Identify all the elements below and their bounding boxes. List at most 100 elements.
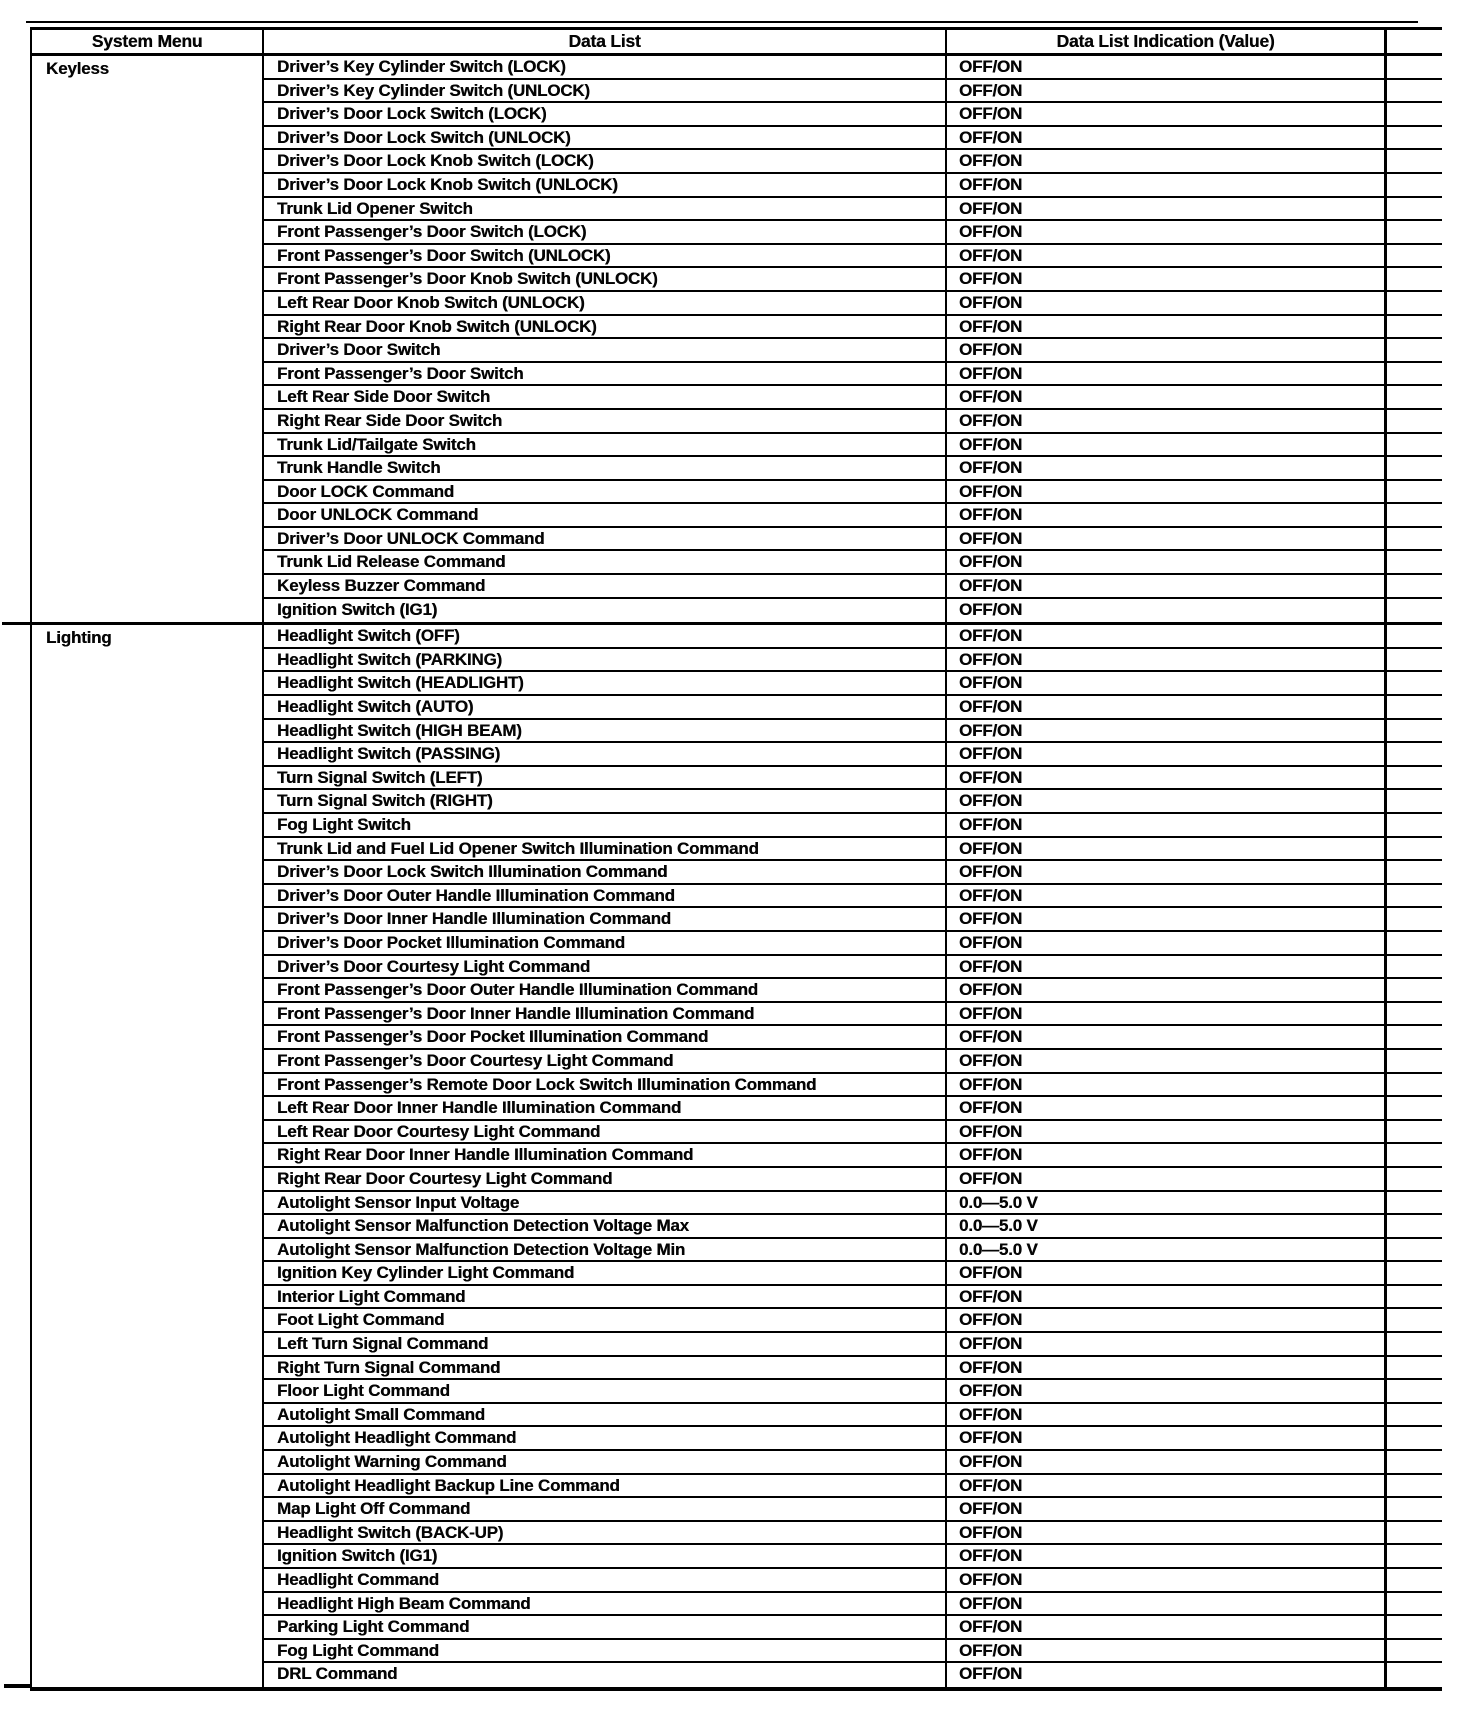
indication-value-cell: OFF/ON: [947, 1262, 1387, 1284]
indication-value-cell: OFF/ON: [947, 126, 1387, 149]
table-row: Driver’s Door Lock Switch Illumination C…: [264, 861, 1442, 885]
row-bleed: [1387, 885, 1442, 907]
row-bleed: [1387, 1262, 1442, 1284]
data-list-cell: Front Passenger’s Door Knob Switch (UNLO…: [264, 268, 947, 290]
row-bleed: [1387, 481, 1442, 503]
row-bleed: [1387, 339, 1442, 361]
indication-value-cell: OFF/ON: [947, 1545, 1387, 1567]
row-bleed: [1387, 1074, 1442, 1096]
data-list-cell: Turn Signal Switch (RIGHT): [264, 790, 947, 812]
indication-value-cell: OFF/ON: [947, 1498, 1387, 1520]
row-bleed: [1387, 1026, 1442, 1048]
data-list-cell: Headlight Switch (PARKING): [264, 648, 947, 671]
indication-value-cell: OFF/ON: [947, 1120, 1387, 1143]
indication-value-cell: OFF/ON: [947, 103, 1387, 125]
data-list-cell: Autolight Warning Command: [264, 1451, 947, 1473]
data-list-cell: Right Rear Door Inner Handle Illuminatio…: [264, 1144, 947, 1166]
row-bleed: [1387, 1050, 1442, 1072]
indication-value-cell: OFF/ON: [947, 837, 1387, 860]
table-row: Fog Light Command OFF/ON: [264, 1639, 1442, 1664]
data-list-cell: DRL Command: [264, 1663, 947, 1687]
table-row: Map Light Off Command OFF/ON: [264, 1498, 1442, 1522]
row-bleed: [1387, 625, 1442, 647]
table-row: Parking Light Command OFF/ON: [264, 1616, 1442, 1640]
data-list-cell: Front Passenger’s Door Switch (LOCK): [264, 221, 947, 243]
indication-value-cell: OFF/ON: [947, 504, 1387, 526]
indication-value-cell: OFF/ON: [947, 648, 1387, 671]
data-list-cell: Interior Light Command: [264, 1285, 947, 1308]
row-bleed: [1387, 1569, 1442, 1591]
scan-artifact-line: [4, 1684, 31, 1688]
row-bleed: [1387, 56, 1442, 78]
indication-value-cell: OFF/ON: [947, 1356, 1387, 1379]
row-bleed: [1387, 861, 1442, 883]
table-section: Lighting Headlight Switch (OFF) OFF/ON H…: [32, 625, 1442, 1687]
row-bleed: [1387, 649, 1442, 671]
data-list-cell: Headlight Switch (HEADLIGHT): [264, 672, 947, 695]
data-list-cell: Headlight Switch (AUTO): [264, 696, 947, 718]
data-list-cell: Fog Light Command: [264, 1639, 947, 1662]
table-row: Driver’s Door Pocket Illumination Comman…: [264, 931, 1442, 956]
table-row: Foot Light Command OFF/ON: [264, 1309, 1442, 1334]
data-list-cell: Driver’s Key Cylinder Switch (LOCK): [264, 56, 947, 78]
table-row: Turn Signal Switch (RIGHT) OFF/ON: [264, 790, 1442, 814]
section-rows: Driver’s Key Cylinder Switch (LOCK) OFF/…: [264, 56, 1442, 623]
indication-value-cell: OFF/ON: [947, 1451, 1387, 1473]
data-list-cell: Driver’s Door Lock Switch Illumination C…: [264, 861, 947, 883]
indication-value-cell: OFF/ON: [947, 480, 1387, 503]
data-list-cell: Headlight Switch (HIGH BEAM): [264, 719, 947, 742]
data-list-cell: Door UNLOCK Command: [264, 504, 947, 526]
table-row: Left Rear Door Knob Switch (UNLOCK) OFF/…: [264, 291, 1442, 316]
row-bleed: [1387, 551, 1442, 573]
indication-value-cell: OFF/ON: [947, 197, 1387, 220]
indication-value-cell: OFF/ON: [947, 362, 1387, 385]
table-row: Ignition Key Cylinder Light Command OFF/…: [264, 1262, 1442, 1286]
indication-value-cell: OFF/ON: [947, 268, 1387, 290]
table-row: Trunk Lid Opener Switch OFF/ON: [264, 197, 1442, 222]
indication-value-cell: 0.0—5.0 V: [947, 1238, 1387, 1261]
table-row: Left Turn Signal Command OFF/ON: [264, 1333, 1442, 1357]
table-row: Ignition Switch (IG1) OFF/ON: [264, 1545, 1442, 1569]
indication-value-cell: OFF/ON: [947, 527, 1387, 550]
table-outer-top-line: [26, 21, 1418, 23]
table-row: Ignition Switch (IG1) OFF/ON: [264, 598, 1442, 623]
table-row: Driver’s Door Lock Knob Switch (LOCK) OF…: [264, 150, 1442, 174]
row-bleed: [1387, 1475, 1442, 1497]
data-list-cell: Left Turn Signal Command: [264, 1333, 947, 1355]
row-bleed: [1387, 1003, 1442, 1025]
row-bleed: [1387, 1427, 1442, 1449]
row-bleed: [1387, 743, 1442, 765]
table-row: Front Passenger’s Door Knob Switch (UNLO…: [264, 268, 1442, 292]
table-row: Left Rear Door Courtesy Light Command OF…: [264, 1120, 1442, 1145]
indication-value-cell: OFF/ON: [947, 551, 1387, 574]
indication-value-cell: OFF/ON: [947, 1073, 1387, 1096]
row-bleed: [1387, 1168, 1442, 1190]
indication-value-cell: OFF/ON: [947, 173, 1387, 196]
row-bleed: [1387, 268, 1442, 290]
row-bleed: [1387, 1498, 1442, 1520]
data-list-cell: Driver’s Door Switch: [264, 339, 947, 361]
row-bleed: [1387, 1192, 1442, 1214]
row-bleed: [1387, 908, 1442, 930]
indication-value-cell: OFF/ON: [947, 979, 1387, 1001]
row-bleed: [1387, 1616, 1442, 1638]
table-row: Driver’s Door Lock Knob Switch (UNLOCK) …: [264, 173, 1442, 198]
data-list-cell: Trunk Handle Switch: [264, 457, 947, 479]
data-list-cell: Ignition Switch (IG1): [264, 1545, 947, 1567]
row-bleed: [1387, 103, 1442, 125]
data-list-cell: Ignition Switch (IG1): [264, 598, 947, 623]
table-row: Right Rear Door Courtesy Light Command O…: [264, 1167, 1442, 1192]
table-row: Driver’s Door Switch OFF/ON: [264, 339, 1442, 363]
indication-value-cell: OFF/ON: [947, 625, 1387, 647]
indication-value-cell: OFF/ON: [947, 1144, 1387, 1166]
row-bleed: [1387, 1239, 1442, 1261]
row-bleed: [1387, 1380, 1442, 1402]
data-list-cell: Driver’s Door UNLOCK Command: [264, 527, 947, 550]
indication-value-cell: OFF/ON: [947, 339, 1387, 361]
data-list-cell: Right Rear Door Courtesy Light Command: [264, 1167, 947, 1190]
indication-value-cell: OFF/ON: [947, 1569, 1387, 1591]
data-list-cell: Floor Light Command: [264, 1380, 947, 1402]
table-row: Autolight Headlight Command OFF/ON: [264, 1427, 1442, 1452]
row-bleed: [1387, 1097, 1442, 1119]
data-list-cell: Map Light Off Command: [264, 1498, 947, 1520]
